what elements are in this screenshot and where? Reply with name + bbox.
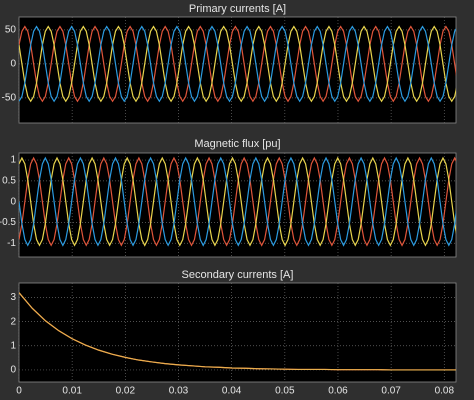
plot-area bbox=[18, 152, 457, 258]
x-tick-label: 0.06 bbox=[328, 386, 348, 397]
chart-title: Secondary currents [A] bbox=[182, 269, 294, 281]
x-tick-label: 0.03 bbox=[169, 386, 189, 397]
x-tick-label: 0.04 bbox=[222, 386, 242, 397]
y-tick-label: 0 bbox=[10, 365, 16, 376]
x-tick-label: 0 bbox=[16, 386, 22, 397]
y-tick-label: 0.5 bbox=[2, 176, 16, 187]
series-group bbox=[19, 156, 456, 247]
y-tick-label: 2 bbox=[10, 316, 16, 327]
y-tick-label: 50 bbox=[5, 25, 17, 36]
series-line bbox=[19, 292, 456, 371]
x-tick-label: 0.01 bbox=[62, 386, 82, 397]
y-tick-label: 1 bbox=[10, 155, 16, 166]
y-tick-label: 1 bbox=[10, 340, 16, 351]
x-tick-label: 0.08 bbox=[435, 386, 455, 397]
series-line bbox=[19, 25, 456, 103]
chart-title: Primary currents [A] bbox=[189, 3, 286, 15]
x-tick-label: 0.05 bbox=[275, 386, 295, 397]
y-tick-label: -0.5 bbox=[0, 217, 16, 228]
y-tick-label: -50 bbox=[2, 92, 17, 103]
plot-area bbox=[18, 282, 457, 383]
y-tick-label: 0 bbox=[10, 196, 16, 207]
series-line bbox=[19, 25, 456, 103]
series-line bbox=[19, 25, 456, 103]
chart-title: Magnetic flux [pu] bbox=[194, 138, 280, 150]
x-tick-label: 0.07 bbox=[381, 386, 401, 397]
series-line bbox=[19, 156, 456, 247]
x-tick-label: 0.02 bbox=[116, 386, 136, 397]
y-tick-label: 0 bbox=[10, 59, 16, 70]
y-tick-label: -1 bbox=[7, 238, 16, 249]
series-group bbox=[19, 292, 456, 371]
series-group bbox=[19, 25, 456, 103]
y-tick-label: 3 bbox=[10, 292, 16, 303]
